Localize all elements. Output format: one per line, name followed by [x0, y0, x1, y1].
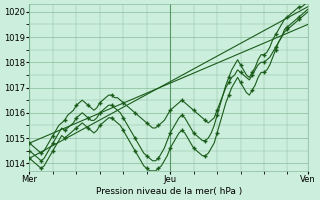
X-axis label: Pression niveau de la mer( hPa ): Pression niveau de la mer( hPa )	[96, 187, 242, 196]
